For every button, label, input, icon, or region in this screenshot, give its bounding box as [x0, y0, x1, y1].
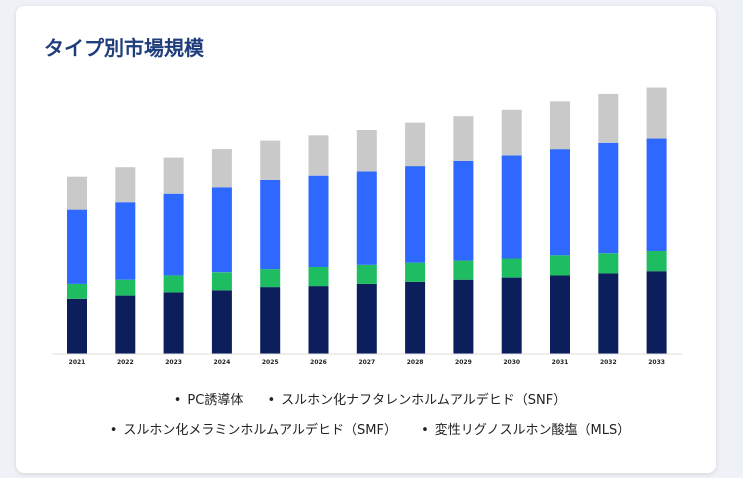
- bar-segment-2033-s0: [646, 271, 667, 354]
- bar-segment-2021-s3: [67, 176, 87, 210]
- legend-label: スルホン化メラミンホルムアルデヒド（SMF）: [123, 423, 397, 438]
- bar-segment-2026-s2: [308, 175, 329, 267]
- legend-bullet: •: [109, 423, 118, 438]
- x-tick-label: 2033: [648, 359, 665, 366]
- x-tick-label: 2024: [214, 359, 231, 366]
- x-tick-label: 2021: [69, 359, 86, 366]
- bar-segment-2025-s1: [260, 269, 281, 288]
- bar-segment-2021-s2: [67, 209, 87, 284]
- bar-segment-2031-s0: [550, 275, 570, 354]
- legend-item-snf[interactable]: • スルホン化ナフタレンホルムアルデヒド（SNF）: [267, 386, 566, 416]
- bar-segment-2024-s1: [211, 272, 232, 291]
- x-tick-labels: 2021 2022 2023 2024 2025 2026 2027 2028 2029 2030…: [69, 359, 665, 366]
- legend-label: 変性リグノスルホン酸塩（MLS）: [434, 423, 631, 438]
- bar-segment-2026-s0: [308, 286, 329, 354]
- bar-segment-2029-s3: [453, 116, 474, 161]
- bars-group: [67, 87, 667, 354]
- x-tick-label: 2023: [165, 359, 182, 366]
- x-tick-label: 2027: [358, 359, 375, 366]
- bar-segment-2021-s0: [67, 298, 87, 354]
- legend-bullet: •: [267, 393, 276, 408]
- legend-bullet: •: [421, 423, 429, 438]
- x-tick-label: 2022: [117, 359, 134, 366]
- legend-bullet: •: [173, 393, 182, 408]
- x-tick-label: 2032: [600, 359, 617, 366]
- bar-segment-2023-s1: [163, 275, 184, 293]
- chart-title: タイプ別市場規模: [44, 36, 204, 60]
- bar-segment-2032-s3: [598, 93, 619, 143]
- x-tick-label: 2030: [503, 359, 520, 366]
- bar-segment-2032-s1: [598, 253, 619, 274]
- legend: • PC誘導体 • スルホン化ナフタレンホルムアルデヒド（SNF） • スルホン化メラ…: [40, 386, 700, 446]
- bar-segment-2027-s0: [356, 283, 377, 354]
- bar-segment-2030-s2: [501, 155, 522, 259]
- bar-segment-2033-s1: [646, 251, 667, 272]
- x-tick-label: 2031: [552, 359, 569, 366]
- bar-segment-2031-s2: [550, 149, 570, 256]
- bar-segment-2027-s2: [356, 171, 377, 265]
- bar-segment-2024-s2: [211, 187, 232, 273]
- bar-segment-2028-s1: [405, 262, 426, 282]
- x-tick-label: 2026: [310, 359, 327, 366]
- bar-segment-2027-s1: [356, 264, 377, 284]
- bar-segment-2021-s1: [67, 283, 87, 299]
- bar-segment-2030-s1: [501, 258, 522, 278]
- bar-segment-2033-s3: [646, 87, 667, 139]
- legend-label: PC誘導体: [187, 393, 244, 408]
- bar-segment-2028-s3: [405, 122, 426, 167]
- bar-segment-2026-s1: [308, 267, 329, 287]
- legend-item-mls[interactable]: • 変性リグノスルホン酸塩（MLS）: [421, 416, 630, 446]
- bar-segment-2028-s2: [405, 166, 426, 263]
- bar-segment-2029-s0: [453, 279, 474, 354]
- stacked-bar-chart: 2021 2022 2023 2024 2025 2026 2027 2028 2029 2030…: [52, 87, 682, 366]
- chart-card: タイプ別市場規模 2021 2022 2023 2024 2025 2026 2027 202…: [16, 6, 716, 473]
- bar-segment-2029-s2: [453, 160, 474, 261]
- bar-segment-2032-s2: [598, 142, 619, 254]
- x-tick-label: 2028: [407, 359, 424, 366]
- bar-segment-2026-s3: [308, 135, 329, 176]
- bar-segment-2031-s1: [550, 255, 570, 276]
- bar-segment-2030-s0: [501, 277, 522, 354]
- bar-segment-2032-s0: [598, 273, 619, 354]
- x-tick-label: 2029: [455, 359, 472, 366]
- bar-segment-2025-s2: [260, 179, 281, 270]
- bar-segment-2022-s1: [115, 279, 136, 296]
- legend-label: スルホン化ナフタレンホルムアルデヒド（SNF）: [281, 393, 567, 408]
- bar-segment-2023-s3: [163, 157, 184, 194]
- bar-segment-2025-s3: [260, 140, 281, 180]
- bar-segment-2031-s3: [550, 101, 570, 150]
- bar-segment-2029-s1: [453, 260, 474, 280]
- bar-segment-2024-s3: [211, 149, 232, 188]
- x-tick-label: 2025: [262, 359, 279, 366]
- bar-segment-2022-s2: [115, 202, 136, 280]
- bar-segment-2030-s3: [501, 109, 522, 156]
- bar-segment-2022-s3: [115, 167, 136, 203]
- bar-segment-2025-s0: [260, 287, 281, 354]
- legend-item-pc[interactable]: • PC誘導体: [174, 386, 244, 416]
- legend-item-smf[interactable]: • スルホン化メラミンホルムアルデヒド（SMF）: [110, 416, 397, 446]
- bar-segment-2023-s0: [163, 292, 184, 354]
- bar-segment-2022-s0: [115, 295, 136, 354]
- bar-segment-2027-s3: [356, 130, 377, 172]
- bar-segment-2023-s2: [163, 193, 184, 276]
- bar-segment-2028-s0: [405, 281, 426, 354]
- bar-segment-2024-s0: [211, 290, 232, 354]
- bar-segment-2033-s2: [646, 138, 667, 251]
